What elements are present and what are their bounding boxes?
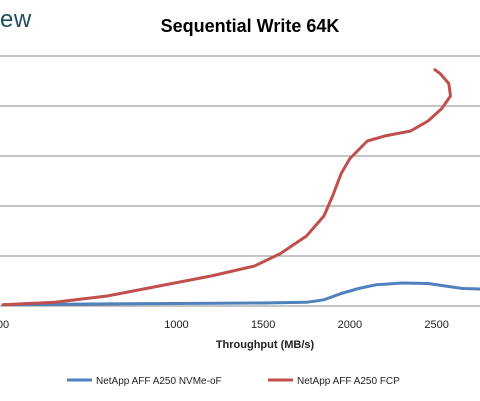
brand-logo-text: ew <box>0 6 32 33</box>
x-tick-label: 1500 <box>251 319 275 331</box>
chart-title: Sequential Write 64K <box>160 16 340 36</box>
series-line-0 <box>1 281 480 307</box>
legend-label-0: NetApp AFF A250 NVMe-oF <box>96 376 222 387</box>
x-tick-label: 2000 <box>338 319 362 331</box>
legend-label-1: NetApp AFF A250 FCP <box>297 376 400 387</box>
x-tick-label: 1000 <box>164 319 188 331</box>
x-tick-labels: 00 1000 1500 2000 2500 <box>0 319 449 331</box>
gridlines <box>0 55 480 307</box>
x-axis-title: Throughput (MB/s) <box>216 339 315 351</box>
legend: NetApp AFF A250 NVMe-oF NetApp AFF A250 F… <box>67 376 400 387</box>
x-tick-label: 00 <box>0 319 9 331</box>
x-tick-label: 2500 <box>424 319 448 331</box>
series-layer <box>1 68 480 307</box>
series-line-1 <box>1 68 452 307</box>
